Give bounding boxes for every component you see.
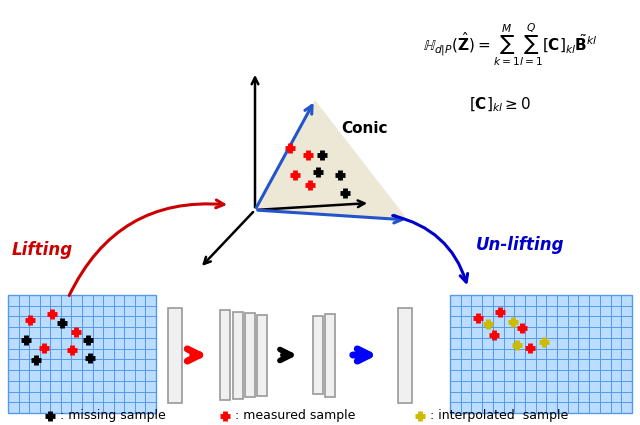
Bar	[325, 314, 335, 397]
Text: $[\mathbf{C}]_{kl} \geq 0$: $[\mathbf{C}]_{kl} \geq 0$	[469, 96, 531, 114]
Bar	[245, 313, 255, 397]
Bar	[8, 295, 156, 413]
Text: : measured sample: : measured sample	[235, 410, 355, 422]
Text: Lifting: Lifting	[12, 241, 72, 259]
Bar	[233, 312, 243, 399]
Bar	[257, 314, 267, 396]
Text: Conic: Conic	[342, 121, 388, 136]
Bar	[450, 295, 632, 413]
Text: Un-lifting: Un-lifting	[476, 236, 564, 254]
Text: : interpolated  sample: : interpolated sample	[430, 410, 568, 422]
Bar	[398, 308, 412, 402]
Polygon shape	[255, 100, 408, 220]
Text: : missing sample: : missing sample	[60, 410, 166, 422]
Bar	[220, 310, 230, 400]
Text: $\mathbb{H}_{d|P}(\hat{\mathbf{Z}}) = \sum_{k=1}^{M}\sum_{l=1}^{Q}[\mathbf{C}]_{: $\mathbb{H}_{d|P}(\hat{\mathbf{Z}}) = \s…	[422, 22, 597, 68]
Bar	[168, 308, 182, 402]
Bar	[313, 316, 323, 394]
